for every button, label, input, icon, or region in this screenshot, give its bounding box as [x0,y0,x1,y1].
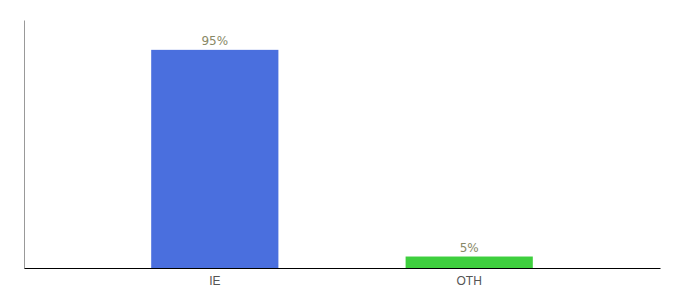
plot: IE OTH 95% 5% [25,21,661,288]
y-axis [24,21,25,269]
y-axis-line [24,21,25,269]
x-tick: IE [209,274,220,288]
bars [151,50,533,268]
chart: IE OTH 95% 5% [0,0,680,300]
x-axis-line [25,268,661,269]
data-label: 5% [460,241,479,255]
bar [406,257,533,268]
bar [151,50,278,268]
x-tick-label: IE [209,274,220,288]
data-labels: 95% 5% [201,34,478,255]
x-axis: IE OTH [25,269,661,288]
x-tick-label: OTH [457,274,482,288]
x-tick: OTH [457,274,482,288]
data-label: 95% [201,34,228,48]
